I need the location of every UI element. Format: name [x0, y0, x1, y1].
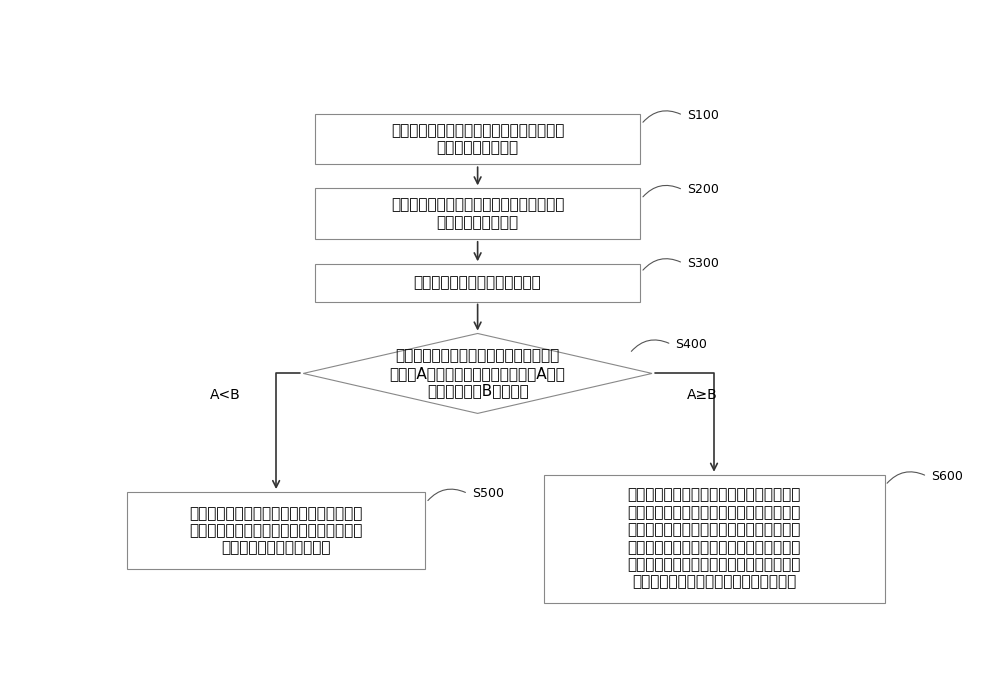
- Bar: [544, 475, 885, 603]
- Text: S400: S400: [675, 338, 707, 351]
- Text: A≥B: A≥B: [687, 388, 718, 402]
- Polygon shape: [303, 334, 652, 413]
- Text: S300: S300: [687, 257, 719, 270]
- Bar: [315, 264, 640, 302]
- Text: A<B: A<B: [210, 388, 241, 402]
- Text: 统计最近第一时长内保存的各差分相移的
标准差A，将本次统计得到的标准差A与预
设标准差门限B进行比较: 统计最近第一时长内保存的各差分相移的 标准差A，将本次统计得到的标准差A与预 设…: [390, 349, 566, 399]
- Text: 将当前系统差分相移分别与最近第二时长内
保存的差分相移的最大值、最近第二时长内
保存的差分相移的最小值进行比较，如果当
前系统差分相移大于所述最大值或小于所述
: 将当前系统差分相移分别与最近第二时长内 保存的差分相移的最大值、最近第二时长内 …: [627, 488, 801, 590]
- Text: 计算各距离库的差分相移，统计各距离库的
差分相移出现的频率: 计算各距离库的差分相移，统计各距离库的 差分相移出现的频率: [391, 197, 564, 230]
- Bar: [315, 113, 640, 164]
- Text: S100: S100: [687, 109, 719, 122]
- Text: 当本次保存的差分相移与当前系统差分相移
之差大于预设阈值时，将当前系统差分相移
更新为本次保存的差分相移: 当本次保存的差分相移与当前系统差分相移 之差大于预设阈值时，将当前系统差分相移 …: [189, 506, 363, 556]
- Text: S500: S500: [472, 487, 504, 500]
- Text: S200: S200: [687, 183, 719, 197]
- Text: 在双偏振雷达进行一次扫描后，确定回波中
的地物杂波的距离库: 在双偏振雷达进行一次扫描后，确定回波中 的地物杂波的距离库: [391, 122, 564, 155]
- Bar: [315, 188, 640, 239]
- Bar: [127, 492, 425, 570]
- Text: S600: S600: [931, 470, 963, 483]
- Text: 将出现频率最高的差分相移保存: 将出现频率最高的差分相移保存: [414, 275, 542, 291]
